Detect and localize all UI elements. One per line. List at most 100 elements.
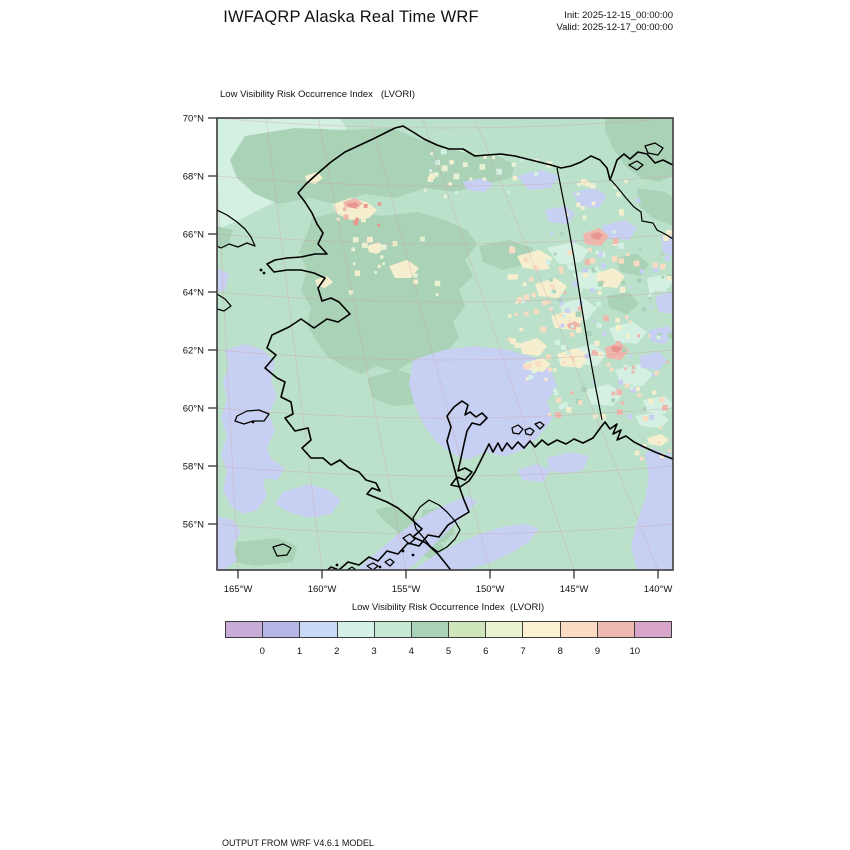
lvori-speckle bbox=[591, 350, 597, 356]
lvori-speckle bbox=[634, 450, 640, 456]
lvori-speckle bbox=[353, 220, 359, 226]
colorbar-segment bbox=[226, 622, 264, 637]
lvori-speckle bbox=[343, 214, 349, 220]
lvori-patch bbox=[517, 464, 551, 482]
lvori-speckle bbox=[636, 198, 641, 203]
lvori-speckle bbox=[346, 212, 352, 218]
valid-time: Valid: 2025-12-17_00:00:00 bbox=[556, 21, 673, 33]
lvori-patch bbox=[275, 484, 341, 518]
lvori-speckle bbox=[581, 386, 587, 393]
lvori-speckle bbox=[648, 296, 652, 300]
lvori-speckle bbox=[577, 183, 581, 187]
lvori-speckle bbox=[654, 371, 659, 376]
colorbar-segment bbox=[449, 622, 487, 637]
island-coastline bbox=[346, 566, 357, 570]
graticule-meridian bbox=[474, 118, 659, 570]
lvori-patch bbox=[605, 118, 673, 182]
lvori-speckle bbox=[377, 223, 381, 227]
colorbar-segment bbox=[486, 622, 524, 637]
colorbar-tick-label: 10 bbox=[629, 646, 641, 657]
lvori-speckle bbox=[449, 159, 454, 165]
graticule-parallel bbox=[217, 291, 673, 303]
colorbar-tick-label: 3 bbox=[371, 646, 377, 657]
lvori-speckle bbox=[557, 258, 562, 262]
colorbar-tick-label: 1 bbox=[296, 646, 303, 657]
lvori-speckle bbox=[507, 274, 513, 280]
island-coastline bbox=[217, 209, 256, 249]
small-island-dot bbox=[378, 565, 382, 569]
colorbar-tick-label: 7 bbox=[520, 646, 526, 657]
lat-tick-label: 60°N bbox=[183, 404, 204, 415]
lvori-speckle bbox=[336, 217, 340, 221]
lvori-speckle bbox=[616, 192, 622, 197]
lvori-speckle bbox=[559, 404, 564, 410]
lvori-patch bbox=[517, 170, 559, 190]
lvori-patch bbox=[607, 292, 639, 314]
lvori-speckle bbox=[663, 235, 669, 241]
lvori-speckle bbox=[616, 324, 622, 331]
lvori-speckle bbox=[574, 358, 581, 364]
lvori-speckle bbox=[649, 305, 653, 309]
lvori-patch bbox=[573, 188, 607, 208]
colorbar-segment bbox=[337, 622, 375, 637]
lvori-patch bbox=[217, 516, 241, 570]
lvori-speckle bbox=[515, 312, 518, 316]
lvori-speckle bbox=[542, 300, 547, 306]
lvori-speckle bbox=[576, 252, 581, 256]
colorbar-segment bbox=[634, 622, 672, 637]
small-island-dot bbox=[335, 563, 339, 567]
lvori-speckle bbox=[615, 387, 619, 391]
lvori-speckle bbox=[630, 387, 636, 393]
lvori-speckle bbox=[653, 267, 659, 273]
lvori-speckle bbox=[535, 361, 542, 368]
lvori-speckle bbox=[642, 407, 647, 411]
lvori-speckle bbox=[348, 290, 354, 295]
island-coastline bbox=[644, 142, 664, 156]
lvori-speckle bbox=[531, 292, 536, 298]
lvori-speckle bbox=[562, 361, 566, 365]
lvori-speckle bbox=[618, 379, 623, 385]
lvori-speckle bbox=[572, 239, 576, 244]
lvori-speckle bbox=[352, 237, 359, 243]
island-coastline bbox=[366, 562, 379, 570]
island-coastline bbox=[272, 543, 292, 557]
lvori-speckle bbox=[600, 263, 606, 269]
colorbar-segment bbox=[523, 622, 561, 637]
lvori-speckle bbox=[578, 288, 583, 292]
lat-tick-label: 70°N bbox=[183, 114, 204, 125]
lvori-speckle bbox=[566, 351, 570, 355]
lvori-speckle bbox=[545, 354, 551, 360]
lvori-speckle bbox=[612, 230, 616, 234]
lvori-speckle bbox=[616, 389, 623, 396]
lvori-speckle bbox=[637, 393, 642, 398]
lvori-speckle bbox=[664, 255, 670, 261]
lvori-speckle bbox=[584, 259, 591, 265]
lvori-speckle bbox=[560, 232, 564, 236]
lvori-speckle bbox=[596, 301, 601, 307]
lvori-speckle bbox=[594, 266, 599, 271]
lvori-speckle bbox=[597, 352, 604, 358]
lvori-patch bbox=[389, 260, 419, 278]
political-border bbox=[556, 167, 603, 421]
lat-tick-label: 66°N bbox=[183, 230, 204, 241]
lvori-speckle bbox=[642, 443, 647, 448]
lvori-speckle bbox=[423, 189, 427, 192]
map-frame bbox=[216, 117, 674, 571]
lvori-speckle bbox=[582, 267, 588, 274]
lvori-speckle bbox=[648, 293, 652, 297]
lvori-speckle bbox=[556, 397, 562, 403]
lvori-speckle bbox=[545, 286, 551, 292]
lvori-speckle bbox=[440, 149, 447, 155]
lvori-patch bbox=[639, 352, 667, 370]
lvori-speckle bbox=[602, 284, 606, 288]
lvori-speckle bbox=[667, 332, 673, 339]
lvori-speckle bbox=[363, 204, 368, 208]
lvori-speckle bbox=[591, 319, 594, 322]
lvori-speckle bbox=[619, 211, 624, 216]
lvori-speckle bbox=[374, 271, 377, 274]
lat-tick-label: 68°N bbox=[183, 172, 204, 183]
lvori-speckle bbox=[562, 402, 568, 408]
colorbar bbox=[225, 621, 672, 638]
lvori-speckle bbox=[568, 319, 572, 324]
lvori-speckle bbox=[544, 378, 548, 381]
